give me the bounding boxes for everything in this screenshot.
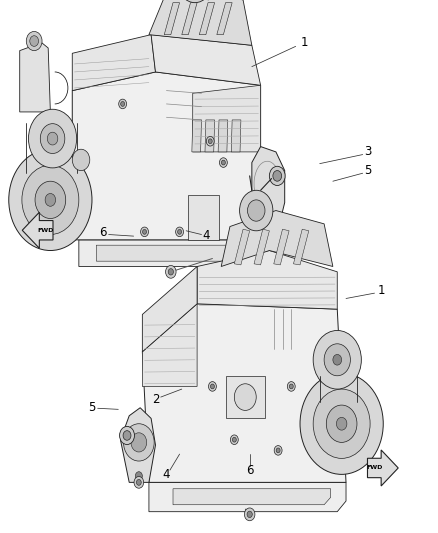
Polygon shape [274,229,289,265]
Circle shape [134,477,144,488]
Circle shape [247,511,252,518]
Circle shape [336,417,347,430]
Polygon shape [231,120,241,152]
Circle shape [177,0,212,3]
Circle shape [26,31,42,51]
Polygon shape [72,72,261,240]
Circle shape [22,165,79,235]
Circle shape [287,382,295,391]
Circle shape [123,431,131,440]
Circle shape [333,354,342,365]
Polygon shape [254,229,269,265]
Circle shape [166,265,176,278]
Circle shape [313,330,361,389]
Circle shape [247,200,265,221]
Text: FWD: FWD [367,465,383,471]
Text: 5: 5 [88,401,95,414]
Polygon shape [221,211,333,266]
Polygon shape [149,0,252,45]
Circle shape [276,448,280,453]
Circle shape [119,99,127,109]
Circle shape [234,384,256,410]
Polygon shape [142,304,197,386]
Circle shape [47,132,58,145]
Circle shape [324,344,350,376]
Polygon shape [217,3,232,35]
Circle shape [326,405,357,442]
Circle shape [136,480,141,485]
Circle shape [240,190,273,231]
Circle shape [244,508,255,521]
Circle shape [141,227,148,237]
Circle shape [274,446,282,455]
Circle shape [313,389,370,458]
Polygon shape [182,3,197,35]
Text: 6: 6 [99,227,107,239]
Circle shape [30,36,39,46]
Text: 4: 4 [202,229,210,242]
Circle shape [219,158,227,167]
Circle shape [230,435,238,445]
Polygon shape [199,3,215,35]
Text: 1: 1 [377,284,385,297]
Circle shape [208,382,216,391]
Circle shape [273,171,282,181]
Text: FWD: FWD [38,228,54,233]
Circle shape [40,124,65,154]
Text: 5: 5 [364,164,371,177]
Circle shape [221,160,225,165]
Polygon shape [151,35,261,85]
Circle shape [269,166,285,185]
Polygon shape [205,120,215,152]
Text: 3: 3 [364,146,371,158]
Polygon shape [164,3,180,35]
Polygon shape [234,229,250,265]
Circle shape [28,109,77,168]
Text: 2: 2 [152,393,159,406]
Polygon shape [96,245,245,261]
Circle shape [168,269,173,275]
Circle shape [72,149,90,171]
Polygon shape [142,304,346,482]
Text: 1: 1 [300,36,308,49]
Polygon shape [226,376,265,418]
Polygon shape [252,147,285,240]
Circle shape [35,181,66,219]
Polygon shape [188,195,219,240]
Circle shape [178,229,182,235]
Polygon shape [218,120,228,152]
Circle shape [143,229,146,235]
Polygon shape [142,266,197,352]
Circle shape [206,136,214,146]
Polygon shape [22,212,53,248]
Circle shape [176,227,184,237]
Circle shape [45,193,56,206]
Circle shape [131,433,147,452]
Polygon shape [173,489,331,505]
Polygon shape [149,482,346,512]
Polygon shape [79,240,258,266]
Circle shape [9,149,92,251]
Circle shape [300,373,383,474]
Text: 6: 6 [246,464,254,477]
Polygon shape [367,450,398,486]
Circle shape [208,139,212,144]
Circle shape [135,472,142,480]
Circle shape [121,102,125,107]
Polygon shape [72,35,155,91]
Circle shape [124,424,154,461]
Text: 4: 4 [162,468,170,481]
Polygon shape [120,408,155,482]
Circle shape [120,426,134,445]
Polygon shape [293,229,309,265]
Circle shape [210,384,215,389]
Polygon shape [193,85,261,152]
Polygon shape [197,251,337,309]
Polygon shape [192,120,201,152]
Circle shape [289,384,293,389]
Polygon shape [20,43,50,112]
Polygon shape [252,219,285,229]
Circle shape [232,437,236,442]
